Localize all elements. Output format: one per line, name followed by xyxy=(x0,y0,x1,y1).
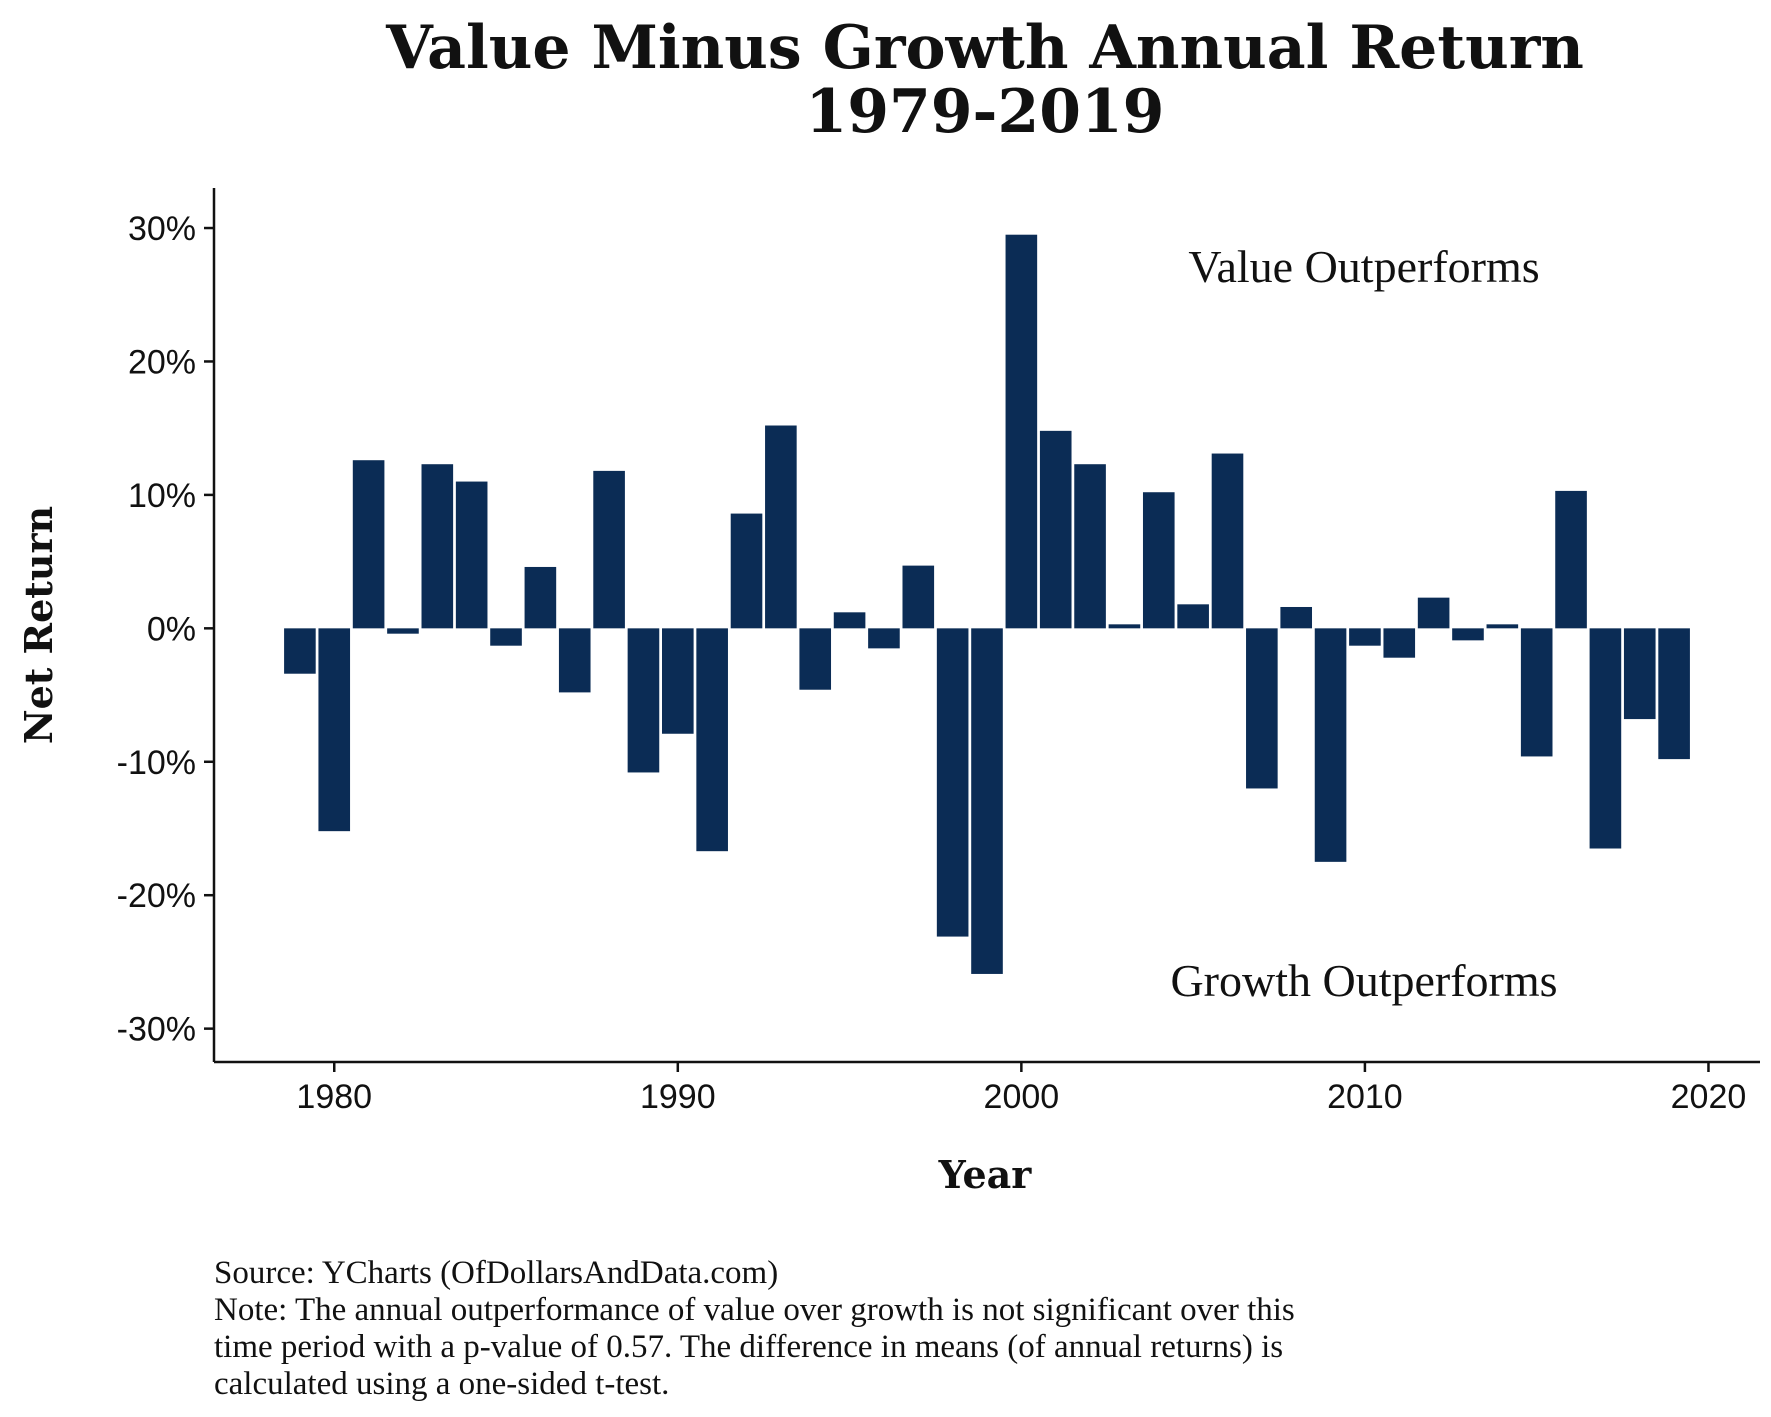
bar-2008 xyxy=(1280,606,1313,629)
bar-1996 xyxy=(868,628,900,649)
caption-source: Source: YCharts (OfDollarsAndData.com) xyxy=(214,1255,778,1291)
y-tick-label: -10% xyxy=(117,744,196,782)
bar-2001 xyxy=(1039,430,1072,629)
annotation-value-outperforms: Value Outperforms xyxy=(1188,241,1539,292)
y-tick-label: 10% xyxy=(128,477,196,515)
bar-2017 xyxy=(1589,628,1622,849)
caption-note-line-3: calculated using a one-sided t-test. xyxy=(214,1366,669,1402)
x-axis-title: Year xyxy=(938,1152,1033,1197)
bar-1979 xyxy=(284,628,316,674)
bar-2007 xyxy=(1246,628,1278,789)
bar-1993 xyxy=(765,425,797,629)
bar-1994 xyxy=(799,628,832,690)
bar-2006 xyxy=(1211,453,1244,629)
y-tick-label: 30% xyxy=(128,210,196,248)
bar-2010 xyxy=(1349,628,1381,646)
bar-2003 xyxy=(1108,624,1141,629)
x-axis-ticks: 1980 1990 2000 2010 2020 xyxy=(296,1062,1746,1116)
x-tick-label: 2020 xyxy=(1671,1078,1747,1116)
bar-2002 xyxy=(1074,464,1106,629)
bar-1998 xyxy=(936,628,969,937)
bar-1988 xyxy=(593,470,625,629)
chart-subtitle: 1979-2019 xyxy=(806,77,1165,147)
y-tick-label: 0% xyxy=(147,610,196,648)
bar-1989 xyxy=(627,628,660,773)
bar-1995 xyxy=(833,612,866,629)
bar-2004 xyxy=(1142,492,1175,629)
bar-2013 xyxy=(1452,628,1484,641)
y-tick-label: 20% xyxy=(128,343,196,381)
x-tick-label: 1990 xyxy=(640,1078,716,1116)
bar-1997 xyxy=(902,565,935,629)
bar-2016 xyxy=(1555,490,1587,629)
x-tick-label: 1980 xyxy=(296,1078,372,1116)
bar-2005 xyxy=(1177,604,1209,629)
x-tick-label: 2000 xyxy=(984,1078,1060,1116)
bar-2011 xyxy=(1383,628,1416,658)
bar-1981 xyxy=(352,460,385,629)
bar-2000 xyxy=(1005,234,1038,629)
x-tick-label: 2010 xyxy=(1327,1078,1403,1116)
bar-1983 xyxy=(421,464,454,629)
y-tick-label: -30% xyxy=(117,1011,196,1049)
y-axis-title: Net Return xyxy=(16,506,61,744)
bar-1982 xyxy=(387,628,419,634)
chart-title: Value Minus Growth Annual Return xyxy=(385,13,1584,83)
caption-note-line-1: Note: The annual outperformance of value… xyxy=(214,1292,1295,1328)
bar-1985 xyxy=(490,628,522,646)
bar-1991 xyxy=(696,628,728,852)
bar-2019 xyxy=(1658,628,1690,760)
bar-1984 xyxy=(455,481,488,629)
bar-1992 xyxy=(730,513,763,629)
caption-note-line-2: time period with a p-value of 0.57. The … xyxy=(214,1329,1283,1365)
bar-2015 xyxy=(1520,628,1553,757)
y-tick-label: -20% xyxy=(117,877,196,915)
bar-1990 xyxy=(662,628,694,734)
y-axis-ticks: 30% 20% 10% 0% -10% -20% -30% xyxy=(117,210,214,1049)
bar-1980 xyxy=(318,628,351,832)
bar-1987 xyxy=(558,628,591,693)
bar-2018 xyxy=(1623,628,1656,720)
bar-2012 xyxy=(1417,597,1450,629)
bar-1999 xyxy=(971,628,1003,974)
bars-group xyxy=(284,234,1690,974)
annotation-growth-outperforms: Growth Outperforms xyxy=(1170,955,1557,1006)
bar-1986 xyxy=(524,566,557,629)
bar-2014 xyxy=(1486,624,1519,629)
bar-2009 xyxy=(1314,628,1347,862)
